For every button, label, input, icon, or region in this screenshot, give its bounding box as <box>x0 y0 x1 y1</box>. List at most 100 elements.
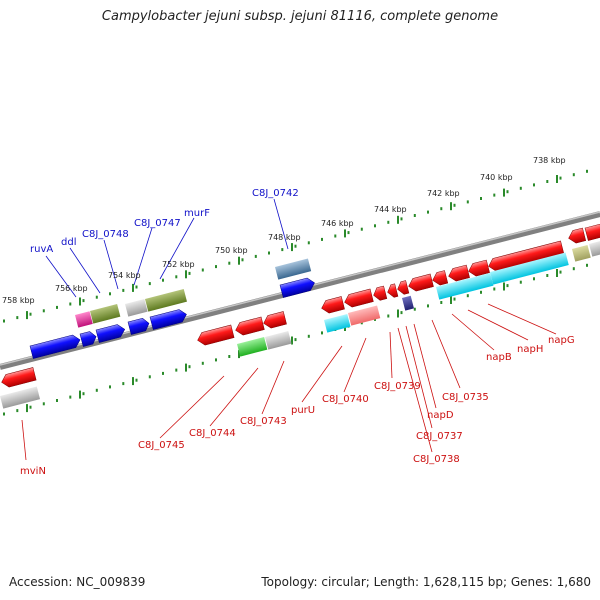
upper-tick-row-dot <box>586 169 588 173</box>
lower-tick-row-dot <box>162 371 164 375</box>
gene-napD[interactable] <box>407 273 434 293</box>
gene-label-C8J-0740[interactable]: C8J_0740 <box>322 394 369 405</box>
gene-C8J-0740[interactable] <box>343 288 374 309</box>
gene-murF[interactable] <box>149 308 188 330</box>
upper-tick-row-dot <box>294 244 297 248</box>
tick-rows <box>3 169 588 416</box>
gene-label-C8J-0745[interactable]: C8J_0745 <box>138 440 185 451</box>
gene-C8J-0735[interactable] <box>431 270 449 286</box>
lower-tick-row-dot <box>413 307 416 311</box>
upper-tick-row-dot <box>135 285 138 289</box>
gene-C8J-0743[interactable] <box>262 311 287 329</box>
cog-bar-edge-right-2 <box>589 238 600 257</box>
gene-label-ruvA[interactable]: ruvA <box>30 244 53 255</box>
gene-C8J-0737[interactable] <box>396 280 410 295</box>
lower-tick-row-dot <box>480 290 482 294</box>
gene-edge-right-2[interactable] <box>584 222 600 241</box>
gene-C8J-0739[interactable] <box>372 285 388 302</box>
upper-tick-row-dot <box>3 319 5 323</box>
gene-label-C8J-0738[interactable]: C8J_0738 <box>413 454 460 465</box>
lower-tick-row-dot <box>586 263 588 267</box>
forward-leader-lines <box>45 198 289 298</box>
lower-tick-row-dot <box>546 274 549 277</box>
upper-tick-row-dot <box>453 203 456 207</box>
gene-C8J-0748[interactable] <box>95 323 126 343</box>
lower-tick-row-dot <box>82 392 85 396</box>
gene-ruvA[interactable] <box>29 333 82 359</box>
gene-label-ddl[interactable]: ddl <box>61 237 76 248</box>
upper-tick-row-dot <box>360 227 363 231</box>
cog-bar-C8J-0742 <box>275 258 312 280</box>
kbp-label-748: 748 kbp <box>268 233 301 242</box>
gene-label-napB[interactable]: napB <box>486 352 512 363</box>
upper-tick-row-dot <box>201 268 204 272</box>
lower-tick-row-major-tick <box>291 336 293 345</box>
gene-label-napH[interactable]: napH <box>517 344 543 355</box>
cog-bar-ddl <box>90 303 121 324</box>
lower-tick-row-dot <box>400 311 403 315</box>
upper-tick-row-major-tick <box>397 215 399 224</box>
kbp-label-750: 750 kbp <box>215 246 248 255</box>
lower-tick-row-dot <box>440 301 443 304</box>
lower-tick-row-dot <box>95 388 98 392</box>
gene-label-C8J-0737[interactable]: C8J_0737 <box>416 431 463 442</box>
gene-label-napD[interactable]: napD <box>427 410 454 421</box>
kbp-label-740: 740 kbp <box>480 173 513 182</box>
gene-label-mviN[interactable]: mviN <box>20 466 46 477</box>
lower-tick-row-major-tick <box>132 377 134 386</box>
lower-tick-row-dot <box>294 338 297 342</box>
upper-tick-row-dot <box>56 305 58 309</box>
upper-tick-row-major-tick <box>79 297 81 306</box>
lower-tick-row-dot <box>175 368 178 372</box>
lower-tick-row-major-tick <box>185 363 187 372</box>
gene-label-C8J-0739[interactable]: C8J_0739 <box>374 381 421 392</box>
upper-tick-row-dot <box>546 180 549 183</box>
genome-summary-text: Topology: circular; Length: 1,628,115 bp… <box>261 575 591 589</box>
upper-tick-row-major-tick <box>238 256 240 265</box>
upper-tick-row-dot <box>466 200 469 204</box>
gene-napH[interactable] <box>467 259 490 278</box>
gene-label-murF[interactable]: murF <box>184 208 210 219</box>
lower-tick-row-dot <box>519 280 522 284</box>
cog-bar-murF <box>145 288 187 312</box>
gene-C8J-0742[interactable] <box>279 276 316 298</box>
upper-tick-row-dot <box>559 176 562 180</box>
cog-bar-ruvA <box>75 311 93 328</box>
gene-label-C8J-0743[interactable]: C8J_0743 <box>240 416 287 427</box>
upper-tick-row-major-tick <box>450 202 452 211</box>
gene-C8J-0738[interactable] <box>386 283 399 299</box>
gene-label-C8J-0747[interactable]: C8J_0747 <box>134 218 181 229</box>
upper-tick-row-major-tick <box>185 270 187 279</box>
upper-tick-row-dot <box>29 312 32 316</box>
cog-bar-C8J-0740 <box>348 305 381 326</box>
gene-C8J-0744[interactable] <box>234 316 265 337</box>
gene-label-C8J-0744[interactable]: C8J_0744 <box>189 428 236 439</box>
gene-purU[interactable] <box>320 296 345 314</box>
upper-tick-row-dot <box>215 265 217 269</box>
upper-tick-row-major-tick <box>132 283 134 292</box>
gene-label-C8J-0748[interactable]: C8J_0748 <box>82 229 129 240</box>
upper-tick-row-dot <box>254 254 257 258</box>
reverse-genes <box>0 222 600 409</box>
lower-tick-row-dot <box>148 375 151 379</box>
gene-label-napG[interactable]: napG <box>548 335 575 346</box>
gene-label-C8J-0735[interactable]: C8J_0735 <box>442 392 489 403</box>
gene-mviN[interactable] <box>0 367 37 388</box>
gene-label-C8J-0742[interactable]: C8J_0742 <box>252 188 299 199</box>
upper-tick-row-dot <box>374 224 376 228</box>
gene-napB[interactable] <box>447 264 470 283</box>
upper-tick-row-dot <box>109 292 111 296</box>
upper-tick-row-dot <box>95 295 98 299</box>
gene-label-purU[interactable]: purU <box>291 405 315 416</box>
gene-edge-right-1[interactable] <box>567 227 587 245</box>
gene-C8J-0745[interactable] <box>196 324 235 347</box>
upper-tick-row-dot <box>440 207 443 211</box>
kbp-labels: 758 kbp 756 kbp 754 kbp 752 kbp 750 kbp … <box>2 156 566 305</box>
upper-tick-row-major-tick <box>503 188 505 197</box>
gene-C8J-0747[interactable] <box>127 317 151 335</box>
lower-tick-row-dot <box>307 334 310 338</box>
lower-tick-row-dot <box>56 399 58 402</box>
upper-tick-row-dot <box>413 214 416 217</box>
upper-tick-row-dot <box>16 316 19 320</box>
gene-ddl[interactable] <box>79 330 98 347</box>
